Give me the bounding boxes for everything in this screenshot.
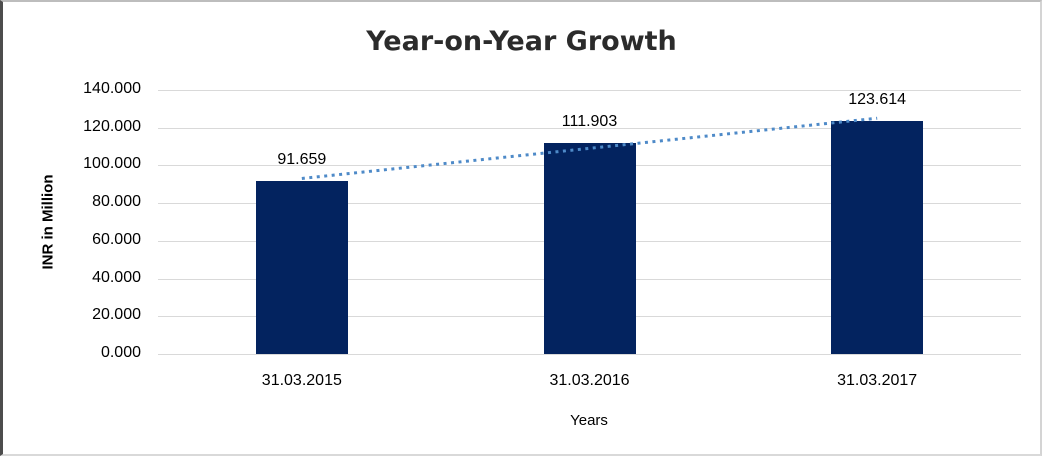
y-tick-label: 20.000 xyxy=(92,306,141,324)
data-label: 111.903 xyxy=(561,112,618,130)
bar-31.03.2017 xyxy=(831,120,924,354)
y-axis-title: INR in Million xyxy=(39,174,57,270)
x-axis-title: Years xyxy=(570,412,608,429)
y-tick-label: 140.000 xyxy=(83,80,141,97)
data-label: 123.614 xyxy=(848,90,907,108)
x-axis-line xyxy=(158,354,1021,355)
chart-title: Year-on-Year Growth xyxy=(366,26,677,57)
y-tick-label: 80.000 xyxy=(92,193,141,211)
y-tick-label: 40.000 xyxy=(92,268,141,286)
y-tick-label: 60.000 xyxy=(92,230,141,248)
bar-31.03.2015 xyxy=(255,181,348,354)
gridline xyxy=(158,90,1021,91)
data-label: 91.659 xyxy=(277,151,327,169)
x-tick-label: 31.03.2017 xyxy=(837,372,918,389)
x-tick-label: 31.03.2015 xyxy=(261,372,342,389)
x-tick-label: 31.03.2016 xyxy=(549,372,630,389)
bar-31.03.2016 xyxy=(543,142,636,354)
y-tick-label: 100.000 xyxy=(83,155,141,173)
y-tick-label: 120.000 xyxy=(83,117,141,135)
y-tick-label: 0.000 xyxy=(100,344,141,361)
